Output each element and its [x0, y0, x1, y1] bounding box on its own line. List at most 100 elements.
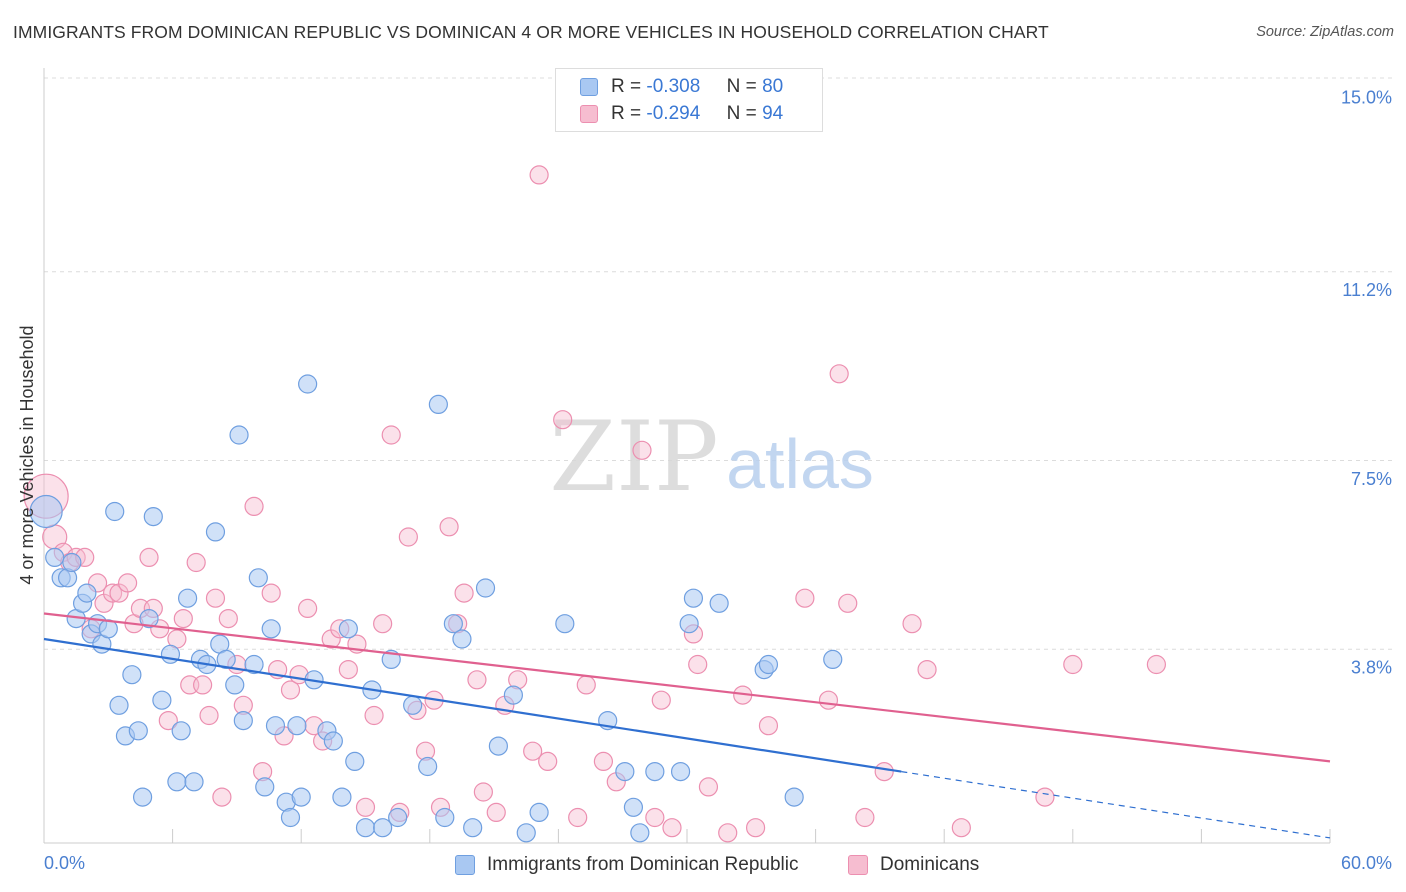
chart-title: IMMIGRANTS FROM DOMINICAN REPUBLIC VS DO… [13, 22, 1049, 42]
immigrants-point [488, 736, 508, 756]
immigrants-point [645, 761, 665, 782]
dominicans-point [593, 751, 614, 772]
dominicans-point [662, 818, 682, 838]
dominicans-point [338, 659, 358, 680]
immigrants-point [77, 583, 97, 603]
y-tick-label: 15.0% [1341, 87, 1392, 107]
bottom-swatch-pink [848, 855, 868, 875]
legend-n-value: 80 [762, 76, 784, 97]
immigrants-point [679, 614, 699, 634]
x-tick-label: 60.0% [1341, 853, 1392, 873]
immigrants-point [139, 608, 159, 629]
dominicans-point [158, 710, 178, 731]
dominicans-point [364, 705, 384, 726]
bottom-legend-dominicans: Dominicans [848, 853, 979, 877]
bottom-legend-label: Dominicans [880, 854, 980, 875]
correlation-legend: R = -0.308 N = 80 R = -0.294 N = 94 [555, 68, 823, 132]
y-tick-label: 7.5% [1351, 469, 1392, 489]
immigrants-point [428, 394, 448, 414]
dominicans-point [951, 818, 971, 838]
immigrants-point [403, 695, 423, 715]
immigrants-point [152, 690, 172, 710]
dominicans-point [218, 608, 238, 629]
immigrants-point [280, 807, 301, 828]
immigrants-point [287, 716, 307, 736]
immigrants-point [167, 772, 187, 792]
immigrants-point [265, 716, 286, 736]
immigrants-point [670, 761, 691, 782]
bottom-legend-immigrants: Immigrants from Dominican Republic [455, 853, 799, 877]
immigrants-point [225, 675, 245, 695]
immigrants-point [452, 629, 472, 649]
dominicans-point [568, 807, 588, 828]
dominicans-point [439, 517, 459, 537]
bottom-legend-label: Immigrants from Dominican Republic [487, 854, 799, 875]
dominicans-point [745, 818, 766, 838]
dominicans-point [553, 410, 573, 430]
immigrants-point [623, 797, 644, 817]
immigrants-points [29, 374, 843, 843]
legend-n-label: N = [726, 76, 757, 97]
y-tick-label: 11.2% [1342, 280, 1392, 300]
dominicans-trend-line [43, 612, 1331, 763]
immigrants-point [298, 374, 318, 394]
immigrants-trend-line [43, 637, 902, 773]
immigrants-point [205, 522, 226, 542]
dominicans-point [473, 782, 493, 802]
watermark-zip: ZIP [549, 401, 718, 513]
immigrants-point [784, 787, 804, 807]
immigrants-point [109, 695, 129, 715]
immigrants-point [244, 654, 264, 675]
immigrants-point [229, 425, 249, 445]
dominicans-point [523, 741, 543, 761]
dominicans-point [298, 598, 318, 619]
immigrants-point [62, 552, 82, 573]
immigrants-point [291, 787, 311, 807]
dominicans-point [576, 675, 596, 695]
source-label: Source: ZipAtlas.com [1256, 24, 1394, 40]
dominicans-point [102, 583, 123, 603]
dominicans-point [355, 797, 376, 817]
dominicans-point [244, 496, 264, 516]
legend-swatch-blue [580, 78, 598, 96]
dominicans-point [902, 614, 922, 634]
legend-row-dominicans: R = -0.294 N = 94 [580, 102, 783, 126]
immigrants-point [184, 772, 204, 792]
immigrants-point [216, 649, 236, 670]
dominicans-point [205, 588, 226, 608]
immigrants-point [248, 568, 268, 588]
immigrants-point [443, 614, 463, 634]
immigrants-point [45, 547, 65, 568]
dominicans-point [838, 593, 858, 613]
immigrants-point [435, 807, 455, 828]
dominicans-point [193, 675, 213, 695]
immigrants-point [261, 619, 281, 639]
dominicans-point [698, 777, 719, 797]
dominicans-point [632, 440, 652, 460]
dominicans-point [874, 761, 894, 782]
dominicans-point [212, 787, 232, 807]
dominicans-point [454, 583, 474, 603]
dominicans-point [186, 552, 206, 573]
immigrants-point [709, 593, 729, 613]
dominicans-point [280, 680, 301, 700]
immigrants-point [463, 818, 483, 838]
x-tick-label: 0.0% [44, 853, 85, 873]
dominicans-point [398, 527, 418, 547]
legend-row-immigrants: R = -0.308 N = 80 [580, 75, 783, 99]
immigrants-point [555, 614, 575, 634]
dominicans-point [645, 807, 665, 828]
immigrants-point [171, 721, 191, 741]
legend-r-value: -0.294 [646, 103, 701, 124]
dominicans-point [1146, 654, 1166, 675]
immigrants-point [255, 777, 275, 797]
y-axis-title: 4 or more Vehicles in Household [17, 325, 37, 584]
dominicans-point [917, 659, 937, 680]
dominicans-point [173, 608, 193, 629]
dominicans-point [139, 547, 159, 568]
immigrants-point [823, 649, 843, 670]
immigrants-point [615, 761, 635, 782]
immigrants-point [332, 787, 352, 807]
dominicans-point [199, 705, 219, 726]
